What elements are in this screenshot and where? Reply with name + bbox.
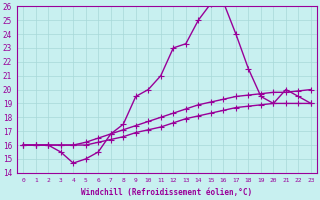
X-axis label: Windchill (Refroidissement éolien,°C): Windchill (Refroidissement éolien,°C) [82, 188, 252, 197]
